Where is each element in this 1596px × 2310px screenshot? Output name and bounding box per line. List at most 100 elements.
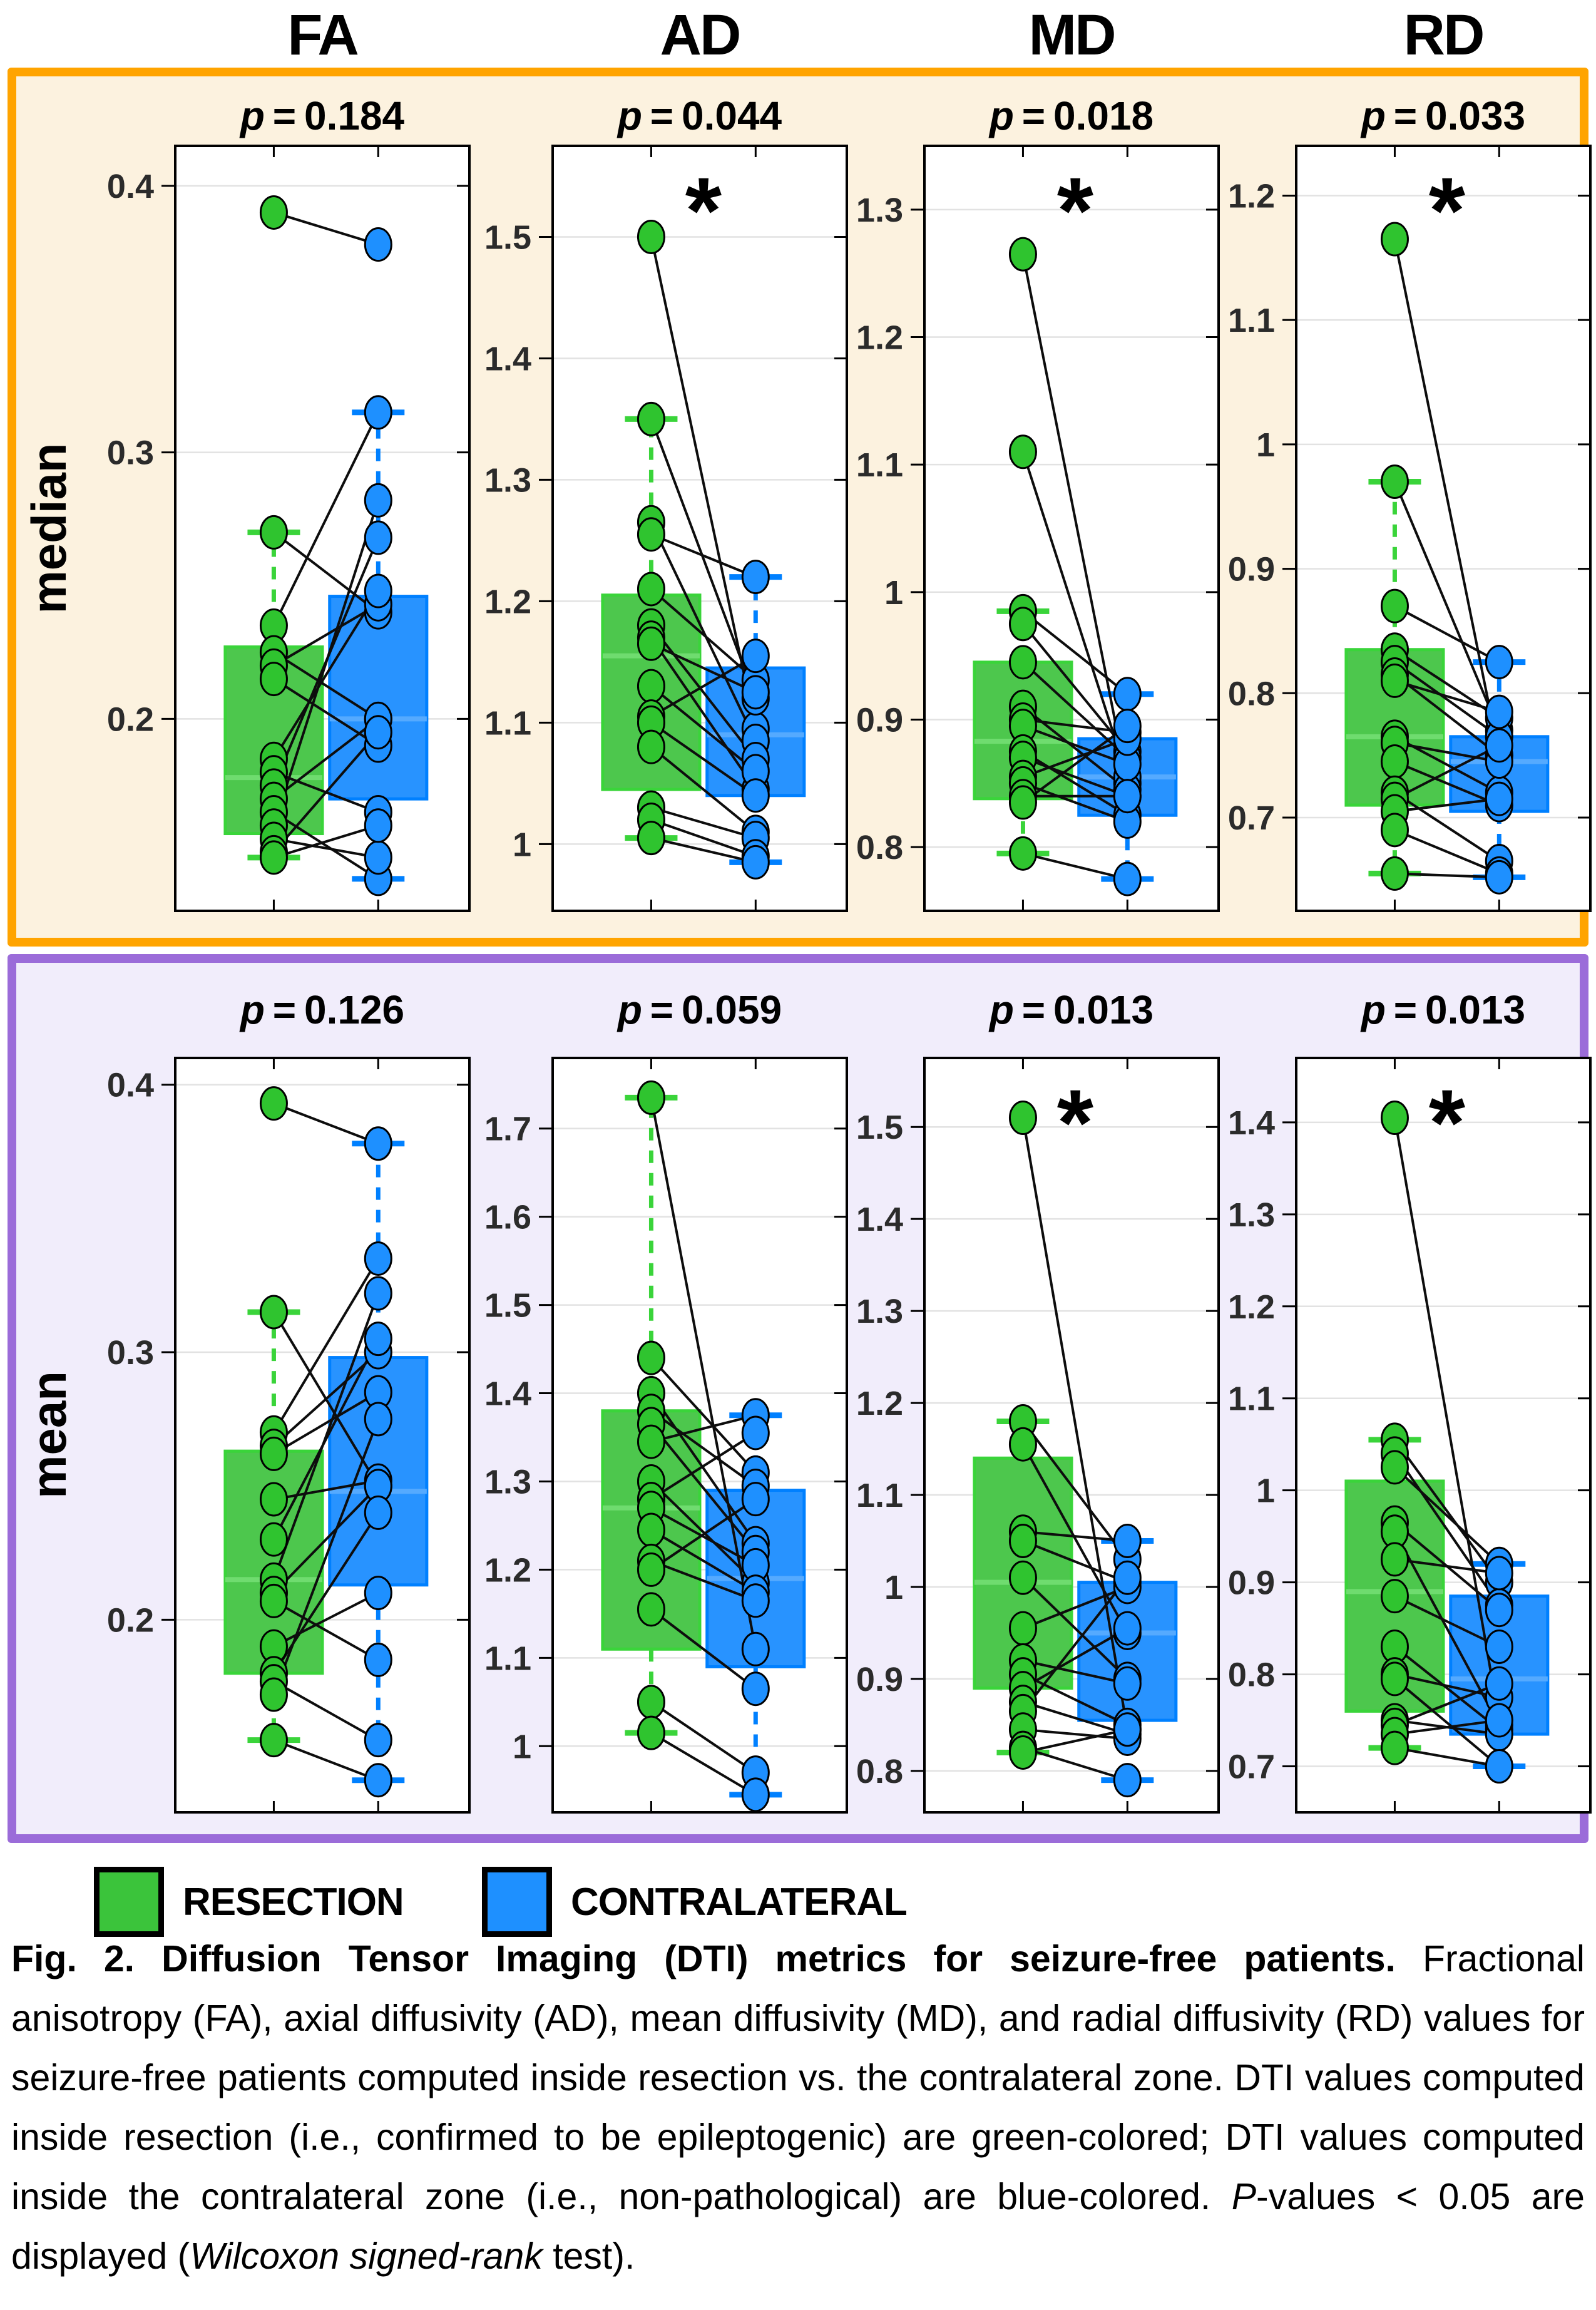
resection-points: [1380, 1101, 1409, 1765]
p-number: = 0.126: [264, 987, 405, 1032]
gridlines: 0.2 0.3 0.4: [107, 146, 469, 911]
y-tick-label: 1.3: [484, 461, 531, 499]
caption-segment: -values < 0.05 are displayed (: [11, 2176, 1585, 2277]
pair-lines: [1393, 1117, 1501, 1768]
y-tick-label: 0.8: [1228, 1656, 1275, 1694]
contralateral-points: [1485, 645, 1513, 895]
y-tick-label: 1.3: [856, 1293, 903, 1330]
y-tick-label: 1.2: [856, 319, 903, 357]
p-number: = 0.013: [1385, 987, 1526, 1032]
y-tick-label: 1.2: [1228, 177, 1275, 215]
y-tick-label: 1: [1256, 1472, 1275, 1510]
caption-segment: Wilcoxon signed-rank: [190, 2236, 543, 2277]
y-tick-label: 1.1: [484, 1640, 531, 1677]
gridlines: 1 1.1 1.2 1.3 1.4 1.5 1.6 1.7: [484, 1058, 847, 1812]
p-number: = 0.044: [642, 93, 782, 138]
column-header-fa: FA: [287, 3, 359, 67]
pair-lines: [272, 211, 380, 880]
legend-item-contralateral: CONTRALATERAL: [482, 1867, 908, 1937]
p-symbol: p: [989, 987, 1014, 1032]
caption-segment: P: [1231, 2176, 1257, 2217]
y-tick-label: 0.4: [107, 168, 154, 205]
p-value-title-mean-fa: p = 0.126: [175, 987, 469, 1033]
y-tick-label: 1.7: [484, 1111, 531, 1148]
panel-mean-rd: 0.7 0.8 0.9 1 1.1 1.2 1.3 1.4 *: [1228, 1057, 1592, 1814]
p-value-title-median-fa: p = 0.184: [175, 93, 469, 139]
significance-asterisk: *: [1429, 158, 1466, 263]
p-symbol: p: [240, 93, 265, 138]
y-tick-label: 0.3: [107, 1334, 154, 1372]
y-tick-label: 1.1: [856, 1477, 903, 1514]
p-value-title-mean-rd: p = 0.013: [1296, 987, 1590, 1033]
p-symbol: p: [240, 987, 265, 1032]
contralateral-points: [1485, 1546, 1513, 1784]
resection-points: [259, 1086, 288, 1758]
y-tick-label: 1.2: [1228, 1288, 1275, 1326]
significance-asterisk: *: [1057, 158, 1094, 263]
panel-median-ad: 1 1.1 1.2 1.3 1.4 1.5 *: [484, 145, 848, 912]
contralateral-points: [741, 1398, 770, 1812]
y-tick-label: 0.9: [856, 702, 903, 739]
panel-median-rd: 0.7 0.8 0.9 1 1.1 1.2 *: [1228, 145, 1592, 912]
caption-segment: Fig. 2. Diffusion Tensor Imaging (DTI) m…: [11, 1938, 1423, 1979]
y-tick-label: 1.3: [484, 1463, 531, 1501]
panel-mean-md: 0.8 0.9 1 1.1 1.2 1.3 1.4 1.5 *: [856, 1057, 1220, 1814]
y-tick-label: 1.6: [484, 1199, 531, 1236]
y-tick-label: 0.7: [1228, 1748, 1275, 1786]
resection-points: [637, 219, 665, 856]
p-symbol: p: [989, 93, 1014, 138]
y-tick-label: 1.2: [484, 583, 531, 620]
y-tick-label: 0.9: [1228, 1564, 1275, 1602]
y-tick-label: 0.7: [1228, 799, 1275, 837]
legend-swatch-resection: [94, 1867, 164, 1937]
y-tick-label: 0.2: [107, 701, 154, 738]
y-tick-label: 1.5: [484, 1287, 531, 1325]
y-tick-label: 1.3: [856, 192, 903, 229]
caption-segment: test).: [542, 2236, 635, 2277]
y-tick-label: 1.2: [484, 1551, 531, 1589]
p-value-title-median-md: p = 0.018: [924, 93, 1219, 139]
p-value-title-median-ad: p = 0.044: [553, 93, 847, 139]
pair-lines: [272, 1102, 380, 1782]
y-tick-label: 0.9: [1228, 551, 1275, 588]
contralateral-points: [741, 560, 770, 880]
y-tick-label: 1.2: [856, 1385, 903, 1422]
y-tick-label: 1: [884, 574, 903, 612]
legend-item-resection: RESECTION: [94, 1867, 404, 1937]
column-header-ad: AD: [660, 3, 742, 67]
y-tick-label: 0.4: [107, 1067, 154, 1104]
y-tick-label: 1.1: [1228, 302, 1275, 339]
panel-median-fa: 0.2 0.3 0.4: [107, 145, 471, 912]
contralateral-points: [1113, 1523, 1142, 1798]
p-symbol: p: [617, 93, 642, 138]
pair-lines: [1021, 254, 1129, 881]
p-symbol: p: [1361, 987, 1386, 1032]
legend-label: CONTRALATERAL: [571, 1880, 908, 1924]
y-tick-label: 0.2: [107, 1601, 154, 1639]
column-header-rd: RD: [1403, 3, 1485, 67]
significance-asterisk: *: [1057, 1070, 1094, 1175]
y-tick-label: 1.4: [1228, 1104, 1275, 1142]
resection-points: [1008, 237, 1037, 871]
y-tick-label: 0.8: [856, 829, 903, 866]
y-tick-label: 1: [513, 1728, 531, 1765]
significance-asterisk: *: [1429, 1070, 1466, 1175]
legend-label: RESECTION: [183, 1880, 404, 1924]
pair-lines: [650, 237, 757, 864]
y-tick-label: 1.5: [856, 1109, 903, 1146]
resection-points: [1008, 1101, 1037, 1770]
caption-segment: Fractional anisotropy (FA), axial diffus…: [11, 1938, 1585, 2217]
y-tick-label: 1: [513, 826, 531, 863]
p-symbol: p: [1361, 93, 1386, 138]
panel-median-md: 0.8 0.9 1 1.1 1.2 1.3 *: [856, 145, 1220, 912]
p-number: = 0.013: [1013, 987, 1154, 1032]
p-number: = 0.018: [1013, 93, 1154, 138]
p-value-title-mean-md: p = 0.013: [924, 987, 1219, 1033]
p-value-title-median-rd: p = 0.033: [1296, 93, 1590, 139]
y-tick-label: 1.1: [856, 446, 903, 484]
pair-lines: [650, 1097, 757, 1796]
pair-lines: [1393, 239, 1501, 879]
y-tick-label: 1.1: [484, 704, 531, 742]
contralateral-points: [364, 1126, 392, 1798]
